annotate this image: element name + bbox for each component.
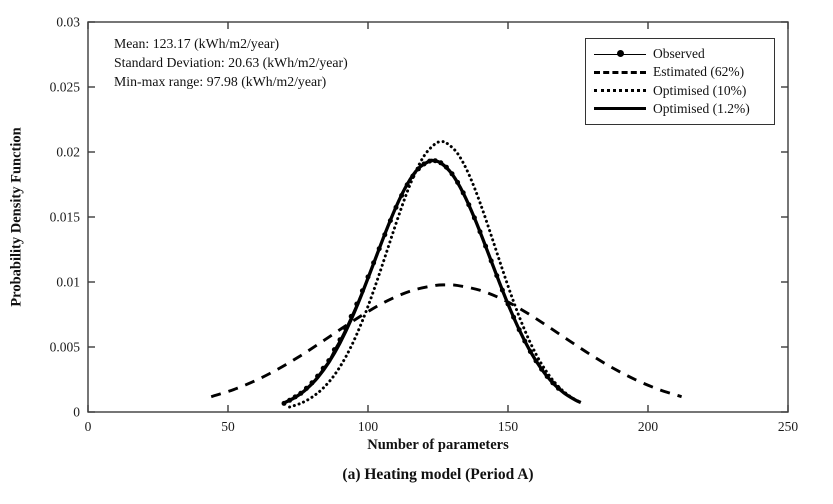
estimated-line-sample: [594, 70, 646, 74]
y-tick-label: 0: [73, 405, 80, 420]
figure-caption: (a) Heating model (Period A): [342, 466, 534, 483]
x-tick-label: 250: [778, 419, 799, 434]
y-tick-label: 0.01: [56, 275, 80, 290]
optimised-1-2-line-sample: [594, 107, 646, 111]
legend-label-observed: Observed: [653, 46, 705, 62]
legend-item-optimised-1-2: Optimised (1.2%): [594, 100, 766, 118]
legend: Observed Estimated (62%) Optimised (10%)…: [585, 38, 775, 125]
legend-label-estimated: Estimated (62%): [653, 64, 745, 80]
stats-mean: Mean: 123.17 (kWh/m2/year): [114, 36, 280, 51]
x-tick-label: 200: [638, 419, 659, 434]
x-tick-label: 100: [358, 419, 379, 434]
observed-marker-icon: [616, 50, 624, 58]
legend-label-optimised-10: Optimised (10%): [653, 82, 747, 98]
stats-std-deviation: Standard Deviation: 20.63 (kWh/m2/year): [114, 55, 348, 70]
optimised-10-line-sample: [594, 89, 646, 93]
series-line-estimated-62: [210, 283, 683, 399]
y-tick-label: 0.015: [50, 210, 81, 225]
legend-item-observed: Observed: [594, 45, 766, 63]
stats-minmax-range: Min-max range: 97.98 (kWh/m2/year): [114, 74, 327, 89]
legend-item-estimated: Estimated (62%): [594, 63, 766, 81]
x-axis-label: Number of parameters: [367, 437, 509, 453]
series-line-optimised-1-2: [283, 158, 582, 405]
observed-line-sample: [594, 50, 646, 58]
y-tick-label: 0.02: [56, 145, 80, 160]
legend-item-optimised-10: Optimised (10%): [594, 82, 766, 100]
series-line-optimised-10: [288, 140, 583, 409]
x-tick-label: 150: [498, 419, 519, 434]
stats-annotation: Mean: 123.17 (kWh/m2/year) Standard Devi…: [114, 34, 348, 91]
x-tick-label: 50: [221, 419, 235, 434]
y-tick-label: 0.025: [50, 80, 81, 95]
y-axis-label: Probability Density Function: [8, 127, 25, 307]
y-tick-label: 0.005: [50, 340, 81, 355]
x-tick-label: 0: [85, 419, 92, 434]
y-tick-label: 0.03: [56, 15, 80, 30]
legend-label-optimised-1-2: Optimised (1.2%): [653, 100, 750, 116]
